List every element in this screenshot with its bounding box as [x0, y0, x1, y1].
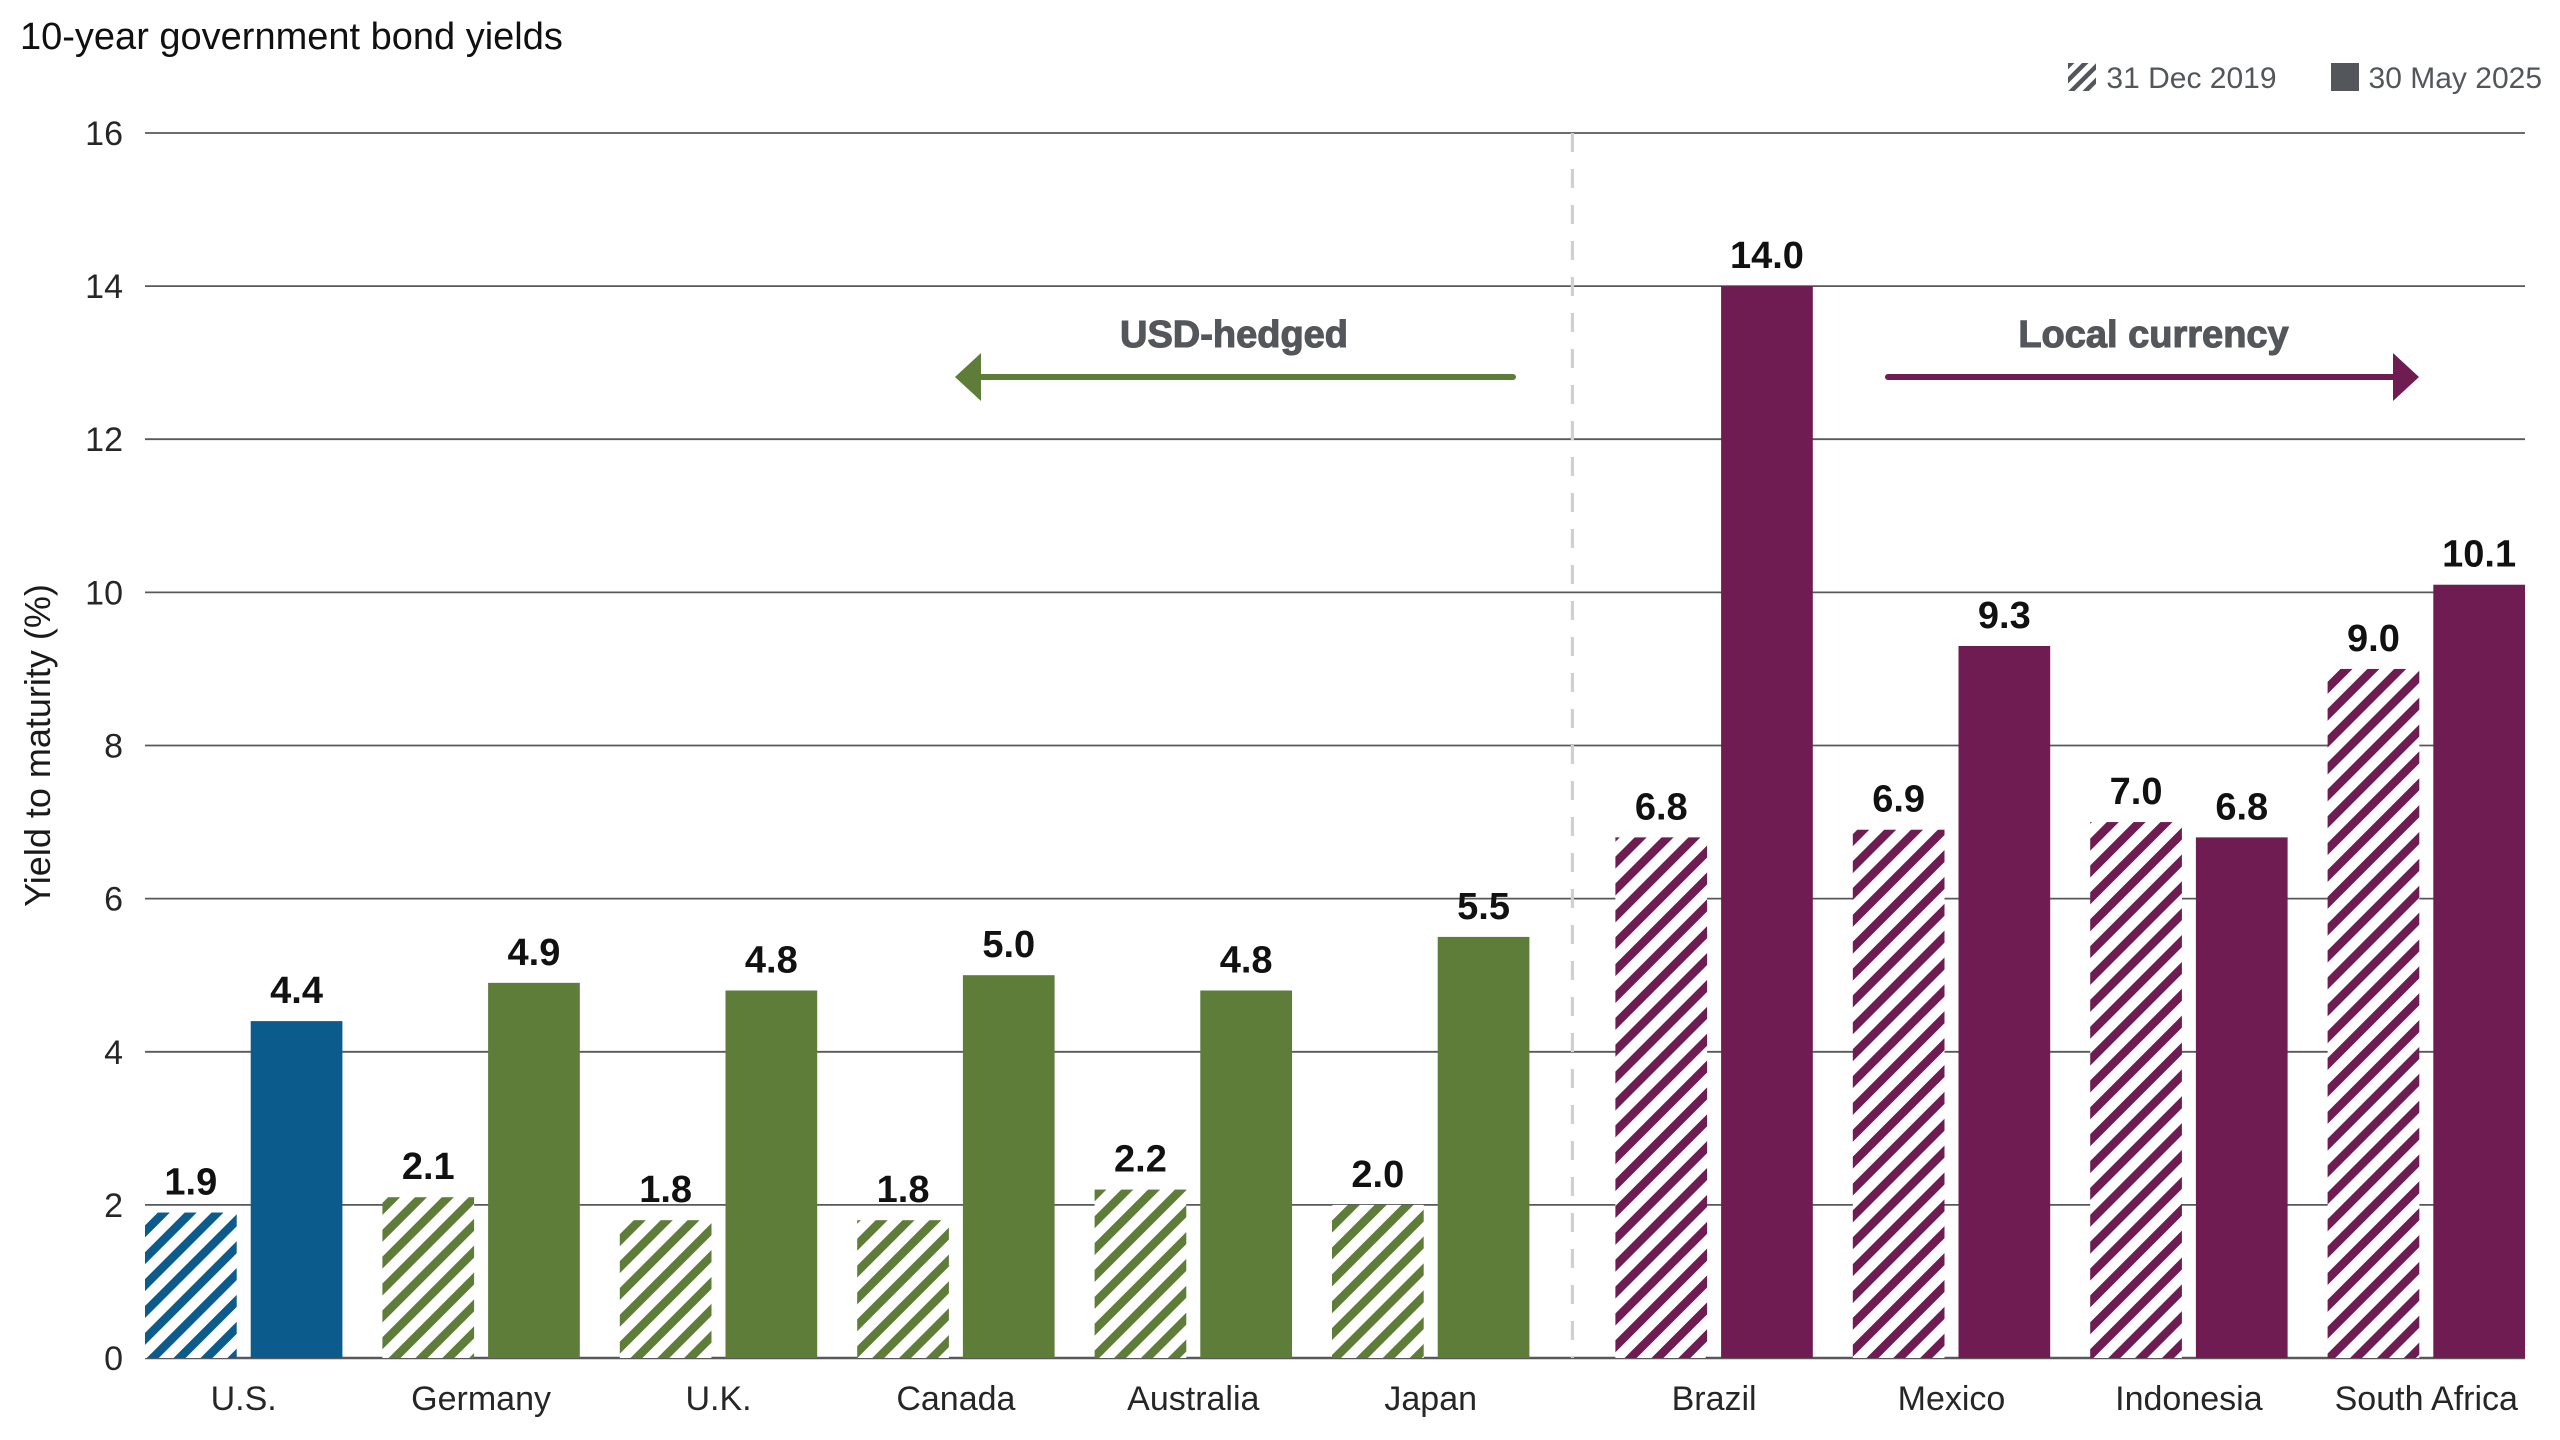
svg-text:6.9: 6.9 [1872, 779, 1925, 821]
svg-text:4.8: 4.8 [1220, 940, 1273, 982]
svg-text:Mexico: Mexico [1898, 1380, 2006, 1418]
svg-text:6.8: 6.8 [1635, 786, 1688, 828]
svg-text:8: 8 [104, 728, 123, 766]
svg-text:Yield to maturity (%): Yield to maturity (%) [17, 584, 58, 907]
svg-text:Australia: Australia [1127, 1380, 1259, 1418]
svg-text:16: 16 [85, 115, 123, 153]
svg-text:1.8: 1.8 [639, 1169, 692, 1211]
svg-text:6.8: 6.8 [2215, 786, 2268, 828]
svg-text:South Africa: South Africa [2335, 1380, 2518, 1418]
svg-text:Indonesia: Indonesia [2115, 1380, 2263, 1418]
svg-text:14.0: 14.0 [1730, 235, 1804, 277]
svg-text:USD-hedged: USD-hedged [1120, 314, 1348, 356]
svg-text:Brazil: Brazil [1672, 1380, 1757, 1418]
svg-text:1.9: 1.9 [164, 1162, 217, 1204]
svg-text:U.S.: U.S. [211, 1380, 277, 1418]
svg-text:9.0: 9.0 [2347, 618, 2400, 660]
svg-text:10.1: 10.1 [2442, 534, 2516, 576]
svg-text:Japan: Japan [1384, 1380, 1477, 1418]
svg-text:2.1: 2.1 [402, 1146, 455, 1188]
svg-text:6: 6 [104, 881, 123, 919]
svg-text:1.8: 1.8 [877, 1169, 930, 1211]
svg-text:4: 4 [104, 1034, 123, 1072]
svg-text:0: 0 [104, 1340, 123, 1378]
svg-text:2: 2 [104, 1187, 123, 1225]
svg-text:U.K.: U.K. [685, 1380, 751, 1418]
svg-text:Germany: Germany [411, 1380, 551, 1418]
svg-text:Local currency: Local currency [2018, 314, 2288, 356]
svg-text:7.0: 7.0 [2110, 771, 2163, 813]
svg-text:2.2: 2.2 [1114, 1139, 1167, 1181]
svg-text:4.4: 4.4 [270, 970, 323, 1012]
svg-text:5.5: 5.5 [1457, 886, 1510, 928]
svg-text:9.3: 9.3 [1978, 595, 2031, 637]
svg-text:12: 12 [85, 421, 123, 459]
svg-text:10: 10 [85, 574, 123, 612]
svg-text:2.0: 2.0 [1351, 1154, 1404, 1196]
svg-text:Canada: Canada [896, 1380, 1015, 1418]
svg-text:14: 14 [85, 268, 123, 306]
svg-text:4.8: 4.8 [745, 940, 798, 982]
svg-text:4.9: 4.9 [508, 932, 561, 974]
svg-text:5.0: 5.0 [982, 924, 1035, 966]
